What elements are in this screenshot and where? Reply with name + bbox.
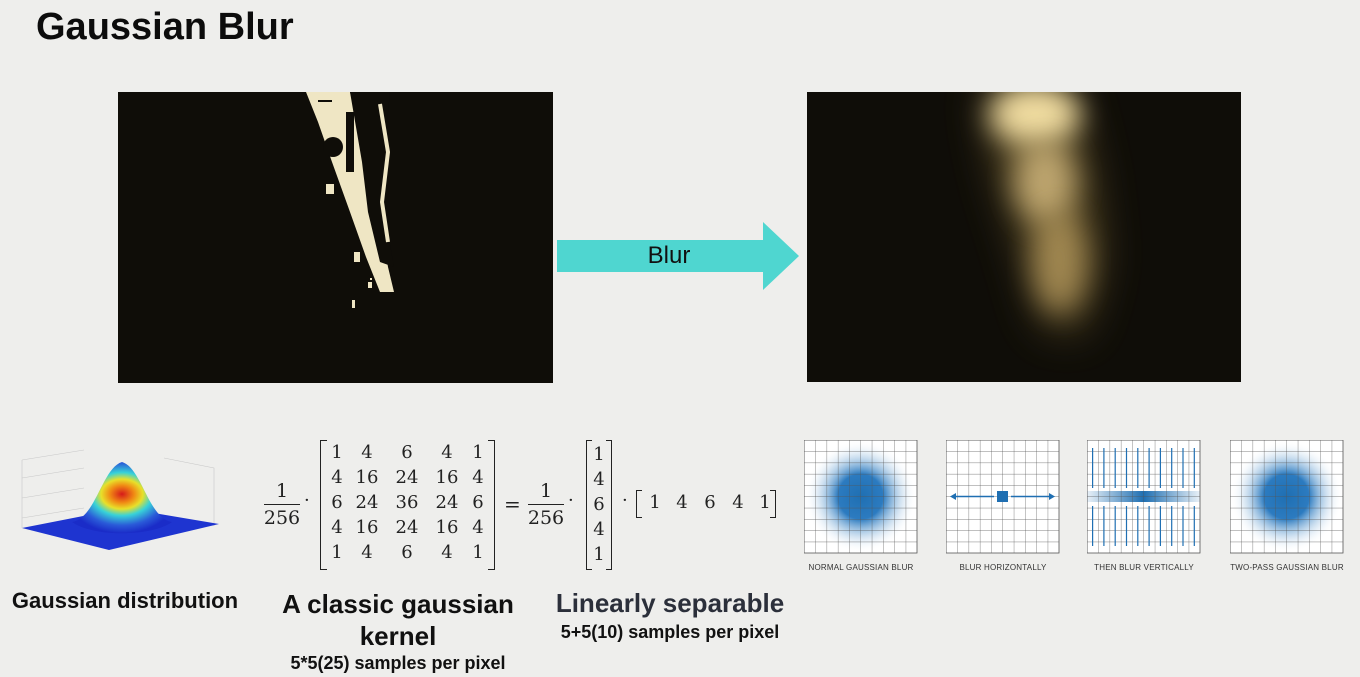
matrix-cell: 16 <box>355 517 379 538</box>
row-vector: 1 4 6 4 1 <box>642 492 778 513</box>
two-pass-blur-grid <box>1229 439 1344 554</box>
vector-cell: 1 <box>593 544 605 565</box>
caption-classic-kernel-samples: 5*5(25) samples per pixel <box>290 653 506 673</box>
matrix-cell: 24 <box>435 492 459 513</box>
fraction-denominator: 256 <box>263 507 301 529</box>
blurred-image <box>807 92 1241 382</box>
slide-title: Gaussian Blur <box>36 6 294 48</box>
arrow-label: Blur <box>647 242 691 269</box>
row-vector-left-bracket <box>636 490 642 518</box>
kernel-matrix: 1 4 6 4 1 4 16 24 16 4 6 24 36 24 6 4 16… <box>326 440 490 568</box>
vector-cell: 6 <box>593 494 605 515</box>
dot-operator: · <box>304 490 310 511</box>
kernel-equation: 1 256 · 1 4 6 4 1 4 16 24 16 4 6 24 36 2… <box>262 438 782 572</box>
matrix-cell: 6 <box>472 492 484 513</box>
step-label: NORMAL GAUSSIAN BLUR <box>808 563 914 572</box>
vector-cell: 6 <box>704 492 716 513</box>
matrix-cell: 4 <box>331 517 343 538</box>
blur-step-horizontal: BLUR HORIZONTALLY <box>945 439 1060 580</box>
vertical-blur-grid <box>1086 439 1201 554</box>
step-label: BLUR HORIZONTALLY <box>959 563 1047 572</box>
matrix-cell: 6 <box>331 492 343 513</box>
matrix-cell: 4 <box>441 442 453 463</box>
horizontal-blur-grid <box>945 439 1060 554</box>
dot-operator-2: · <box>568 490 574 511</box>
matrix-cell: 16 <box>355 467 379 488</box>
matrix-cell: 4 <box>331 467 343 488</box>
bright-pass-shapes <box>306 92 394 308</box>
matrix-cell: 1 <box>472 542 484 563</box>
matrix-cell: 4 <box>361 542 373 563</box>
matrix-cell: 1 <box>331 542 343 563</box>
matrix-cell: 24 <box>355 492 379 513</box>
blur-step-two-pass: TWO-PASS GAUSSIAN BLUR <box>1229 439 1344 580</box>
column-vector-left-bracket <box>586 440 592 570</box>
matrix-cell: 36 <box>395 492 419 513</box>
matrix-cell: 16 <box>435 467 459 488</box>
matrix-right-bracket <box>488 440 495 570</box>
fraction-bar <box>264 504 300 505</box>
vector-cell: 4 <box>593 469 605 490</box>
matrix-cell: 4 <box>361 442 373 463</box>
caption-separable-samples: 5+5(10) samples per pixel <box>560 622 780 642</box>
caption-linearly-separable: Linearly separable <box>555 588 785 618</box>
matrix-cell: 4 <box>472 517 484 538</box>
matrix-cell: 1 <box>472 442 484 463</box>
matrix-cell: 6 <box>401 542 413 563</box>
matrix-left-bracket <box>320 440 327 570</box>
scalar-fraction-2: 1 256 <box>526 480 566 529</box>
dot-operator-3: · <box>622 490 628 511</box>
blurred-shapes <box>987 92 1097 332</box>
blur-step-normal: NORMAL GAUSSIAN BLUR <box>803 439 918 580</box>
vector-cell: 4 <box>676 492 688 513</box>
row-vector-right-bracket <box>770 490 776 518</box>
matrix-cell: 6 <box>401 442 413 463</box>
fraction-denominator: 256 <box>527 507 565 529</box>
column-vector: 1 4 6 4 1 <box>591 442 607 567</box>
step-label: THEN BLUR VERTICALLY <box>1094 563 1194 572</box>
normal-blur-grid <box>803 439 918 554</box>
fraction-bar <box>528 504 564 505</box>
matrix-cell: 4 <box>441 542 453 563</box>
matrix-cell: 1 <box>331 442 343 463</box>
vector-cell: 1 <box>649 492 661 513</box>
blur-arrow: Blur <box>557 222 799 290</box>
matrix-cell: 4 <box>472 467 484 488</box>
matrix-cell: 24 <box>395 517 419 538</box>
vector-cell: 1 <box>759 492 771 513</box>
vector-cell: 4 <box>732 492 744 513</box>
scalar-fraction: 1 256 <box>262 480 302 529</box>
column-vector-right-bracket <box>606 440 612 570</box>
matrix-cell: 24 <box>395 467 419 488</box>
gaussian-surface <box>21 449 219 550</box>
fraction-numerator: 1 <box>275 480 289 502</box>
matrix-cell: 16 <box>435 517 459 538</box>
gaussian-surface-plot <box>14 448 224 558</box>
blur-step-vertical: THEN BLUR VERTICALLY <box>1086 439 1201 580</box>
caption-classic-kernel: A classic gaussian kernel <box>282 589 514 651</box>
arrow-shape <box>557 222 799 290</box>
equals-sign: = <box>504 492 521 516</box>
fraction-numerator: 1 <box>539 480 553 502</box>
vector-cell: 4 <box>593 519 605 540</box>
vector-cell: 1 <box>593 444 605 465</box>
step-label: TWO-PASS GAUSSIAN BLUR <box>1230 563 1344 572</box>
bright-pass-image <box>118 92 553 383</box>
caption-gaussian-distribution: Gaussian distribution <box>11 588 239 613</box>
